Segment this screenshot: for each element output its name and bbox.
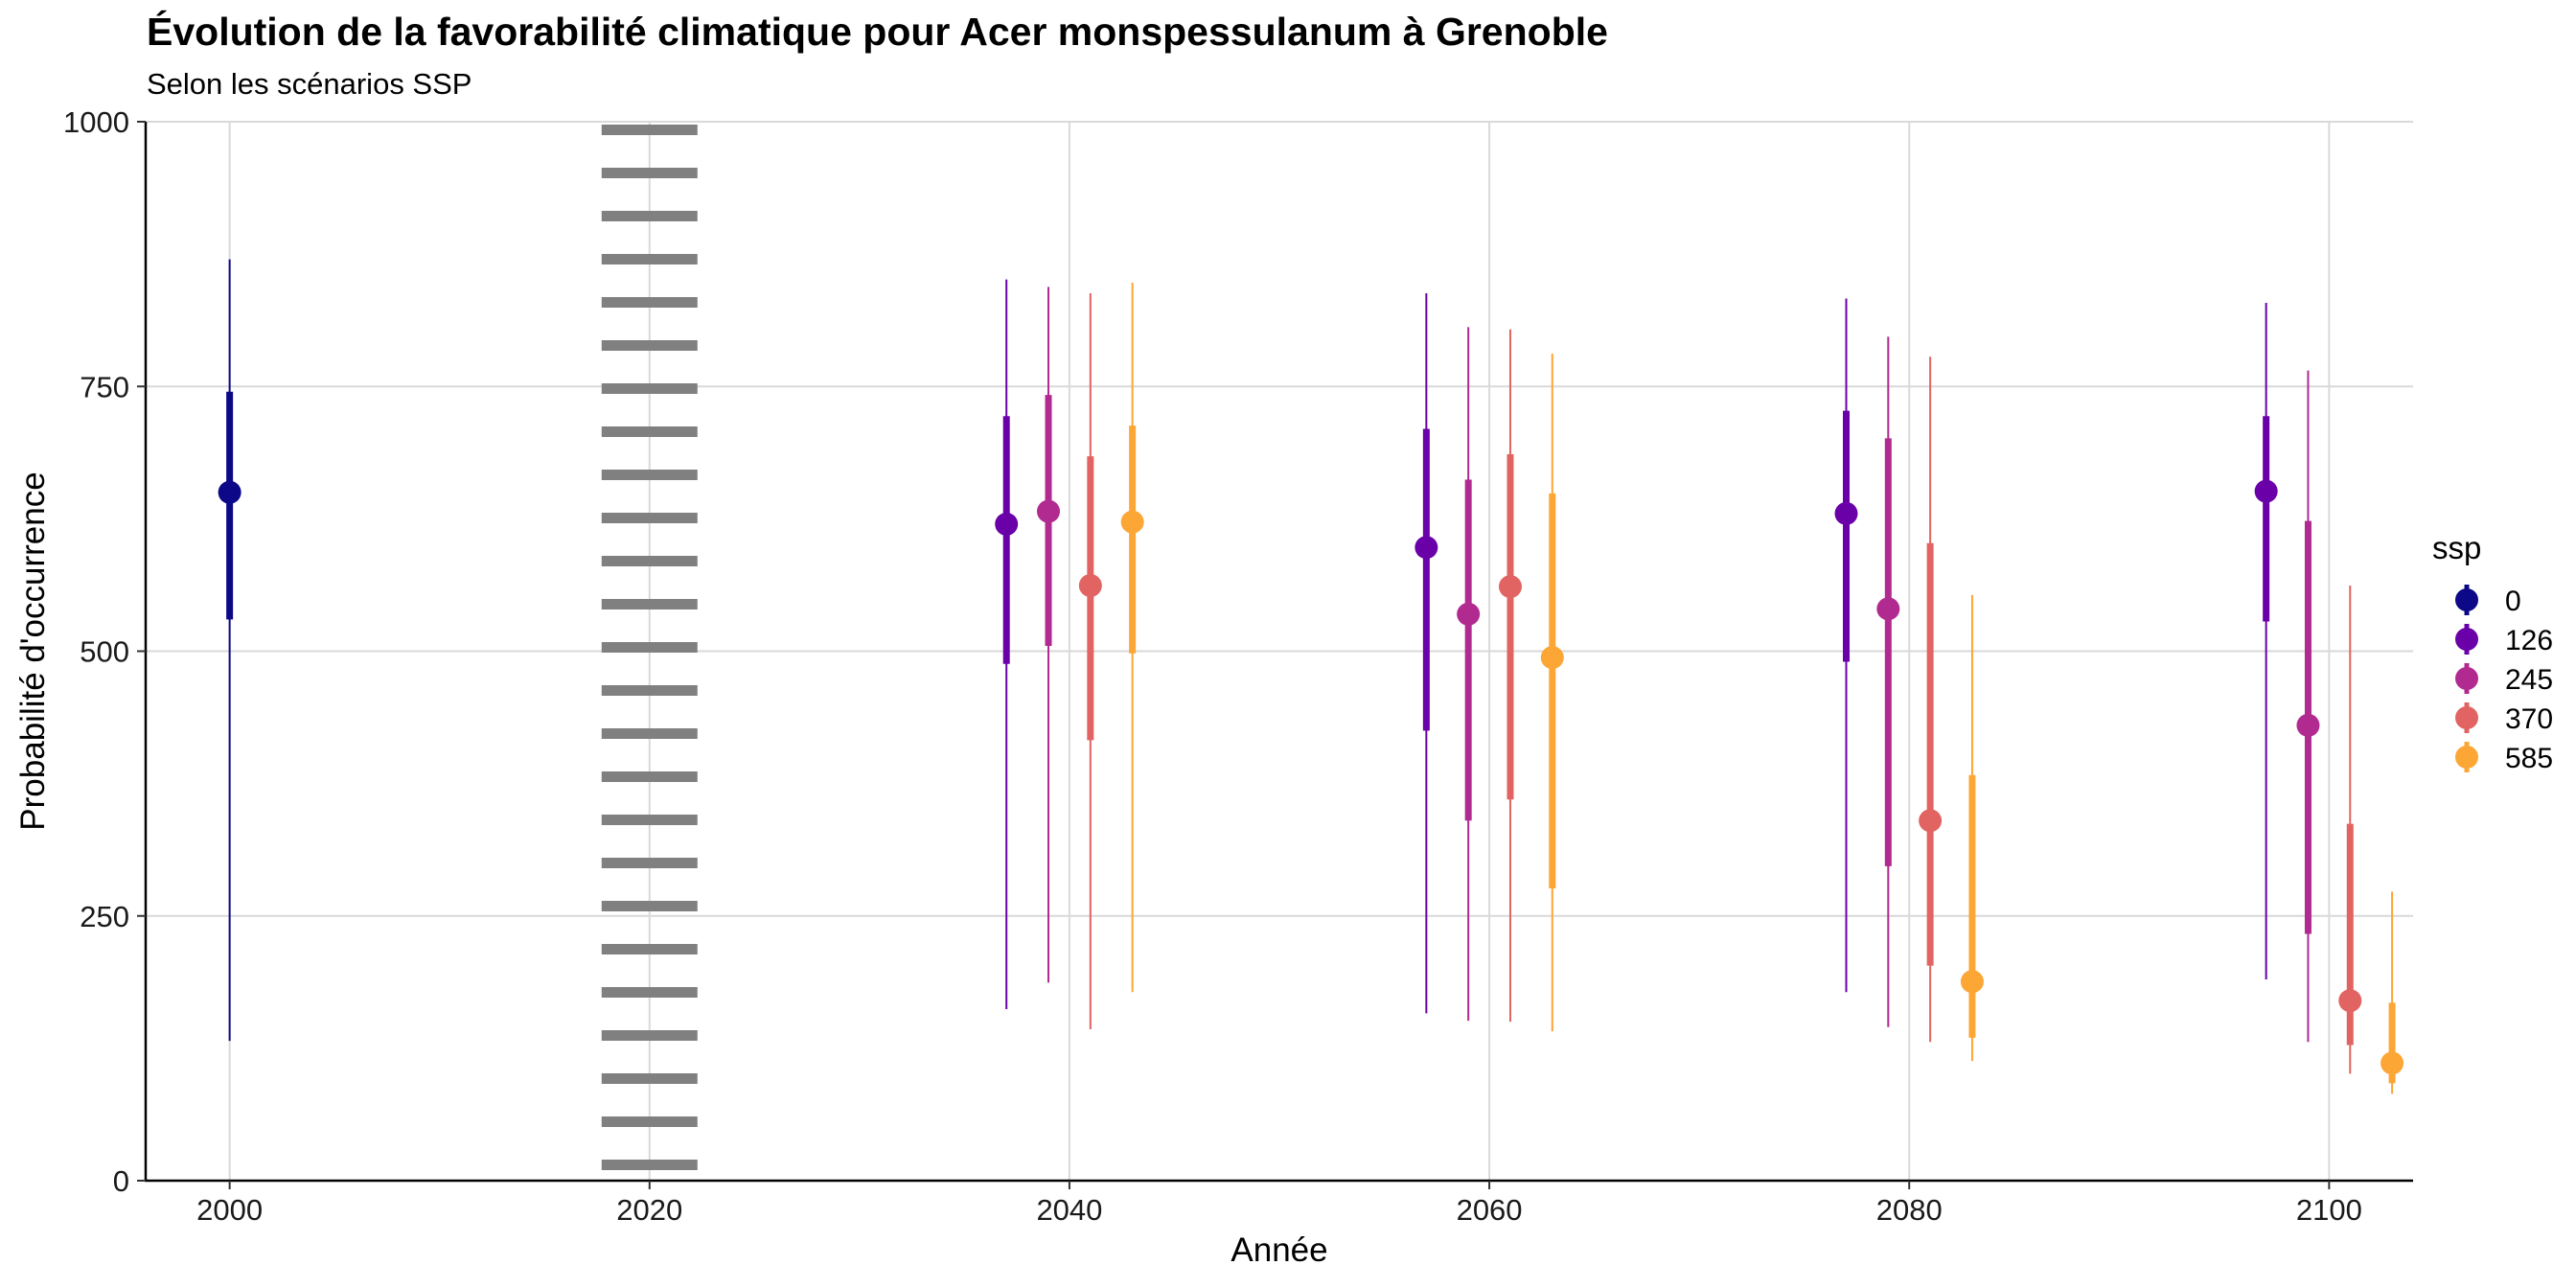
y-tick-label: 0 <box>113 1164 129 1198</box>
x-tick-label: 2020 <box>616 1193 682 1227</box>
point-ssp0 <box>218 480 242 504</box>
point-ssp126 <box>1834 501 1858 525</box>
x-tick-label: 2060 <box>1457 1193 1523 1227</box>
point-ssp585 <box>1120 510 1144 534</box>
point-ssp126 <box>2254 479 2278 503</box>
point-ssp245 <box>1037 499 1061 523</box>
point-ssp585 <box>1960 970 1984 994</box>
point-ssp585 <box>1540 646 1564 670</box>
chart-title: Évolution de la favorabilité climatique … <box>147 10 1608 54</box>
y-tick-label: 750 <box>80 370 129 403</box>
point-ssp245 <box>2296 713 2320 737</box>
legend-label-ssp0: 0 <box>2505 586 2521 617</box>
y-tick-label: 250 <box>80 900 129 933</box>
point-ssp370 <box>2338 989 2362 1013</box>
x-axis-title: Année <box>1230 1231 1327 1269</box>
legend-key-point-ssp126 <box>2455 628 2478 651</box>
legend-key-point-ssp585 <box>2455 746 2478 769</box>
x-tick-label: 2000 <box>196 1193 263 1227</box>
legend-key-point-ssp245 <box>2455 667 2478 690</box>
x-tick-label: 2040 <box>1036 1193 1102 1227</box>
y-tick-label: 1000 <box>63 105 129 139</box>
legend-key-point-ssp0 <box>2455 588 2478 611</box>
point-ssp585 <box>2380 1051 2404 1075</box>
point-ssp370 <box>1919 809 1943 833</box>
chart-subtitle: Selon les scénarios SSP <box>147 67 472 101</box>
legend-label-ssp245: 245 <box>2505 664 2553 696</box>
point-ssp245 <box>1876 597 1900 621</box>
point-ssp370 <box>1498 575 1522 599</box>
legend-label-ssp126: 126 <box>2505 625 2553 656</box>
legend-key-point-ssp370 <box>2455 706 2478 729</box>
legend-label-ssp585: 585 <box>2505 743 2553 774</box>
legend-label-ssp370: 370 <box>2505 703 2553 735</box>
y-axis-title: Probabilité d'occurrence <box>14 472 52 830</box>
point-ssp126 <box>1414 536 1438 560</box>
x-tick-label: 2100 <box>2296 1193 2362 1227</box>
point-ssp370 <box>1078 573 1102 597</box>
legend-title: ssp <box>2432 530 2481 565</box>
y-tick-label: 500 <box>80 635 129 669</box>
x-tick-label: 2080 <box>1876 1193 1943 1227</box>
point-ssp245 <box>1457 602 1481 626</box>
point-ssp126 <box>995 512 1019 536</box>
